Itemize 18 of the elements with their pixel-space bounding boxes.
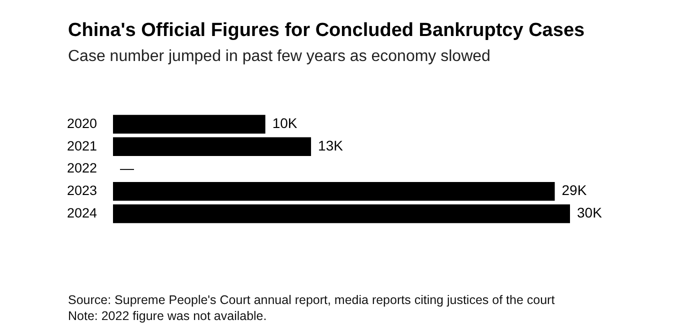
bar [113,114,266,134]
chart-title: China's Official Figures for Concluded Bankruptcy Cases [68,20,585,42]
text: Note: 2022 figure was not available. [68,308,268,324]
y-tick-label: 2022 [66,160,97,176]
data-label: 13K [318,138,344,154]
y-tick-label: 2023 [66,183,97,198]
bar [113,182,555,201]
data-label: 10K [272,115,298,132]
data-label: 30K [577,204,603,221]
data-label: 29K [562,182,588,198]
bar [113,204,570,224]
chart-subtitle: Case number jumped in past few years as economy slowed [68,48,490,66]
text: — [120,160,134,176]
y-tick-label: 2024 [66,205,98,220]
bar [113,137,312,156]
source-note: Source: Supreme People's Court annual report, media reports citing justices of the court [68,292,555,308]
y-tick-label: 2020 [66,116,97,131]
y-tick-label: 2021 [66,138,97,154]
